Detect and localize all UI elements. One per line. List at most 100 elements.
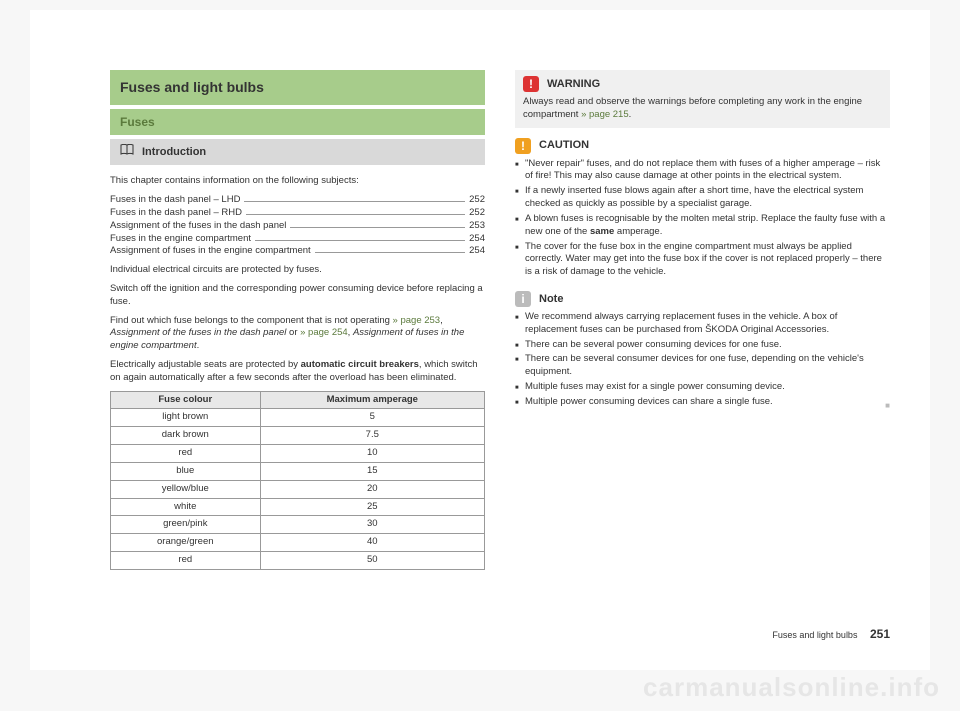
table-cell: light brown [111,409,261,427]
list-item: We recommend always carrying replacement… [515,311,890,337]
toc-leader [315,252,465,253]
toc-line: Fuses in the engine compartment 254 [110,233,485,246]
note-block: i Note We recommend always carrying repl… [515,291,890,409]
table-cell: green/pink [111,516,261,534]
paragraph: Electrically adjustable seats are protec… [110,359,485,385]
warning-title-row: ! WARNING [523,76,882,92]
table-row: green/pink30 [111,516,485,534]
table-row: light brown5 [111,409,485,427]
table-cell: dark brown [111,427,261,445]
toc-page: 253 [469,220,485,233]
toc-leader [290,227,465,228]
chapter-heading: Fuses and light bulbs [110,70,485,105]
text: Find out which fuse belongs to the compo… [110,315,393,326]
table-cell: 5 [260,409,484,427]
list-item: There can be several consumer devices fo… [515,353,890,379]
paragraph: Individual electrical circuits are prote… [110,264,485,277]
table-cell: white [111,498,261,516]
toc-leader [244,201,465,202]
text: Electrically adjustable seats are protec… [110,359,301,370]
toc-line: Fuses in the dash panel – RHD 252 [110,207,485,220]
text-italic: Assignment of the fuses in the dash pane… [110,327,286,338]
list-item: "Never repair" fuses, and do not replace… [515,158,890,184]
table-cell: blue [111,462,261,480]
footer-page-number: 251 [870,627,890,641]
table-cell: red [111,551,261,569]
toc-line: Fuses in the dash panel – LHD 252 [110,194,485,207]
warning-box: ! WARNING Always read and observe the wa… [515,70,890,128]
table-row: red50 [111,551,485,569]
toc-line: Assignment of the fuses in the dash pane… [110,220,485,233]
caution-title: CAUTION [539,138,589,153]
intro-label: Introduction [142,145,206,160]
table-cell: 15 [260,462,484,480]
text: . [629,109,632,120]
page-link[interactable]: » page 253 [393,315,441,326]
list-item: There can be several power consuming dev… [515,339,890,352]
paragraph: Find out which fuse belongs to the compo… [110,315,485,353]
table-cell: 20 [260,480,484,498]
toc-leader [246,214,465,215]
toc-page: 252 [469,207,485,220]
toc-list: Fuses in the dash panel – LHD252Fuses in… [110,194,485,258]
list-item: If a newly inserted fuse blows again aft… [515,185,890,211]
table-row: blue15 [111,462,485,480]
text: , [440,315,443,326]
table-cell: 50 [260,551,484,569]
note-title: Note [539,292,563,307]
toc-label: Assignment of fuses in the engine compar… [110,245,311,258]
table-cell: 40 [260,534,484,552]
caution-icon: ! [515,138,531,154]
toc-page: 252 [469,194,485,207]
note-list: We recommend always carrying replacement… [515,311,890,409]
right-column: ! WARNING Always read and observe the wa… [515,70,890,570]
section-heading: Fuses [110,109,485,135]
toc-leader [255,240,465,241]
table-header-row: Fuse colour Maximum amperage [111,391,485,409]
note-icon: i [515,291,531,307]
page-link[interactable]: » page 215 [581,109,629,120]
warning-text: Always read and observe the warnings bef… [523,96,882,122]
note-title-row: i Note [515,291,890,307]
warning-icon: ! [523,76,539,92]
table-row: white25 [111,498,485,516]
toc-label: Fuses in the engine compartment [110,233,251,246]
text: or [286,327,300,338]
toc-page: 254 [469,233,485,246]
warning-title: WARNING [547,77,600,92]
page-footer: Fuses and light bulbs 251 [772,626,890,642]
manual-page: Fuses and light bulbs Fuses Introduction… [30,10,930,670]
text-bold: automatic circuit breakers [301,359,419,370]
table-cell: 7.5 [260,427,484,445]
table-cell: 25 [260,498,484,516]
paragraph: Switch off the ignition and the correspo… [110,283,485,309]
text: Always read and observe the warnings bef… [523,96,862,120]
fuse-table: Fuse colour Maximum amperage light brown… [110,391,485,570]
intro-text: This chapter contains information on the… [110,175,485,188]
toc-label: Fuses in the dash panel – RHD [110,207,242,220]
table-cell: 30 [260,516,484,534]
watermark: carmanualsonline.info [643,672,940,703]
toc-page: 254 [469,245,485,258]
caution-title-row: ! CAUTION [515,138,890,154]
caution-list: "Never repair" fuses, and do not replace… [515,158,890,279]
left-column: Fuses and light bulbs Fuses Introduction… [110,70,485,570]
toc-label: Fuses in the dash panel – LHD [110,194,240,207]
list-item: Multiple power consuming devices can sha… [515,396,890,409]
toc-line: Assignment of fuses in the engine compar… [110,245,485,258]
footer-label: Fuses and light bulbs [772,630,857,640]
table-row: dark brown7.5 [111,427,485,445]
two-column-layout: Fuses and light bulbs Fuses Introduction… [110,70,890,570]
toc-label: Assignment of the fuses in the dash pane… [110,220,286,233]
table-header: Fuse colour [111,391,261,409]
list-item: Multiple fuses may exist for a single po… [515,381,890,394]
table-cell: red [111,445,261,463]
text: . [197,340,200,351]
table-cell: 10 [260,445,484,463]
table-row: red10 [111,445,485,463]
table-header: Maximum amperage [260,391,484,409]
subsection-heading: Introduction [110,139,485,165]
page-link[interactable]: » page 254 [300,327,348,338]
caution-block: ! CAUTION "Never repair" fuses, and do n… [515,138,890,279]
list-item: The cover for the fuse box in the engine… [515,241,890,279]
